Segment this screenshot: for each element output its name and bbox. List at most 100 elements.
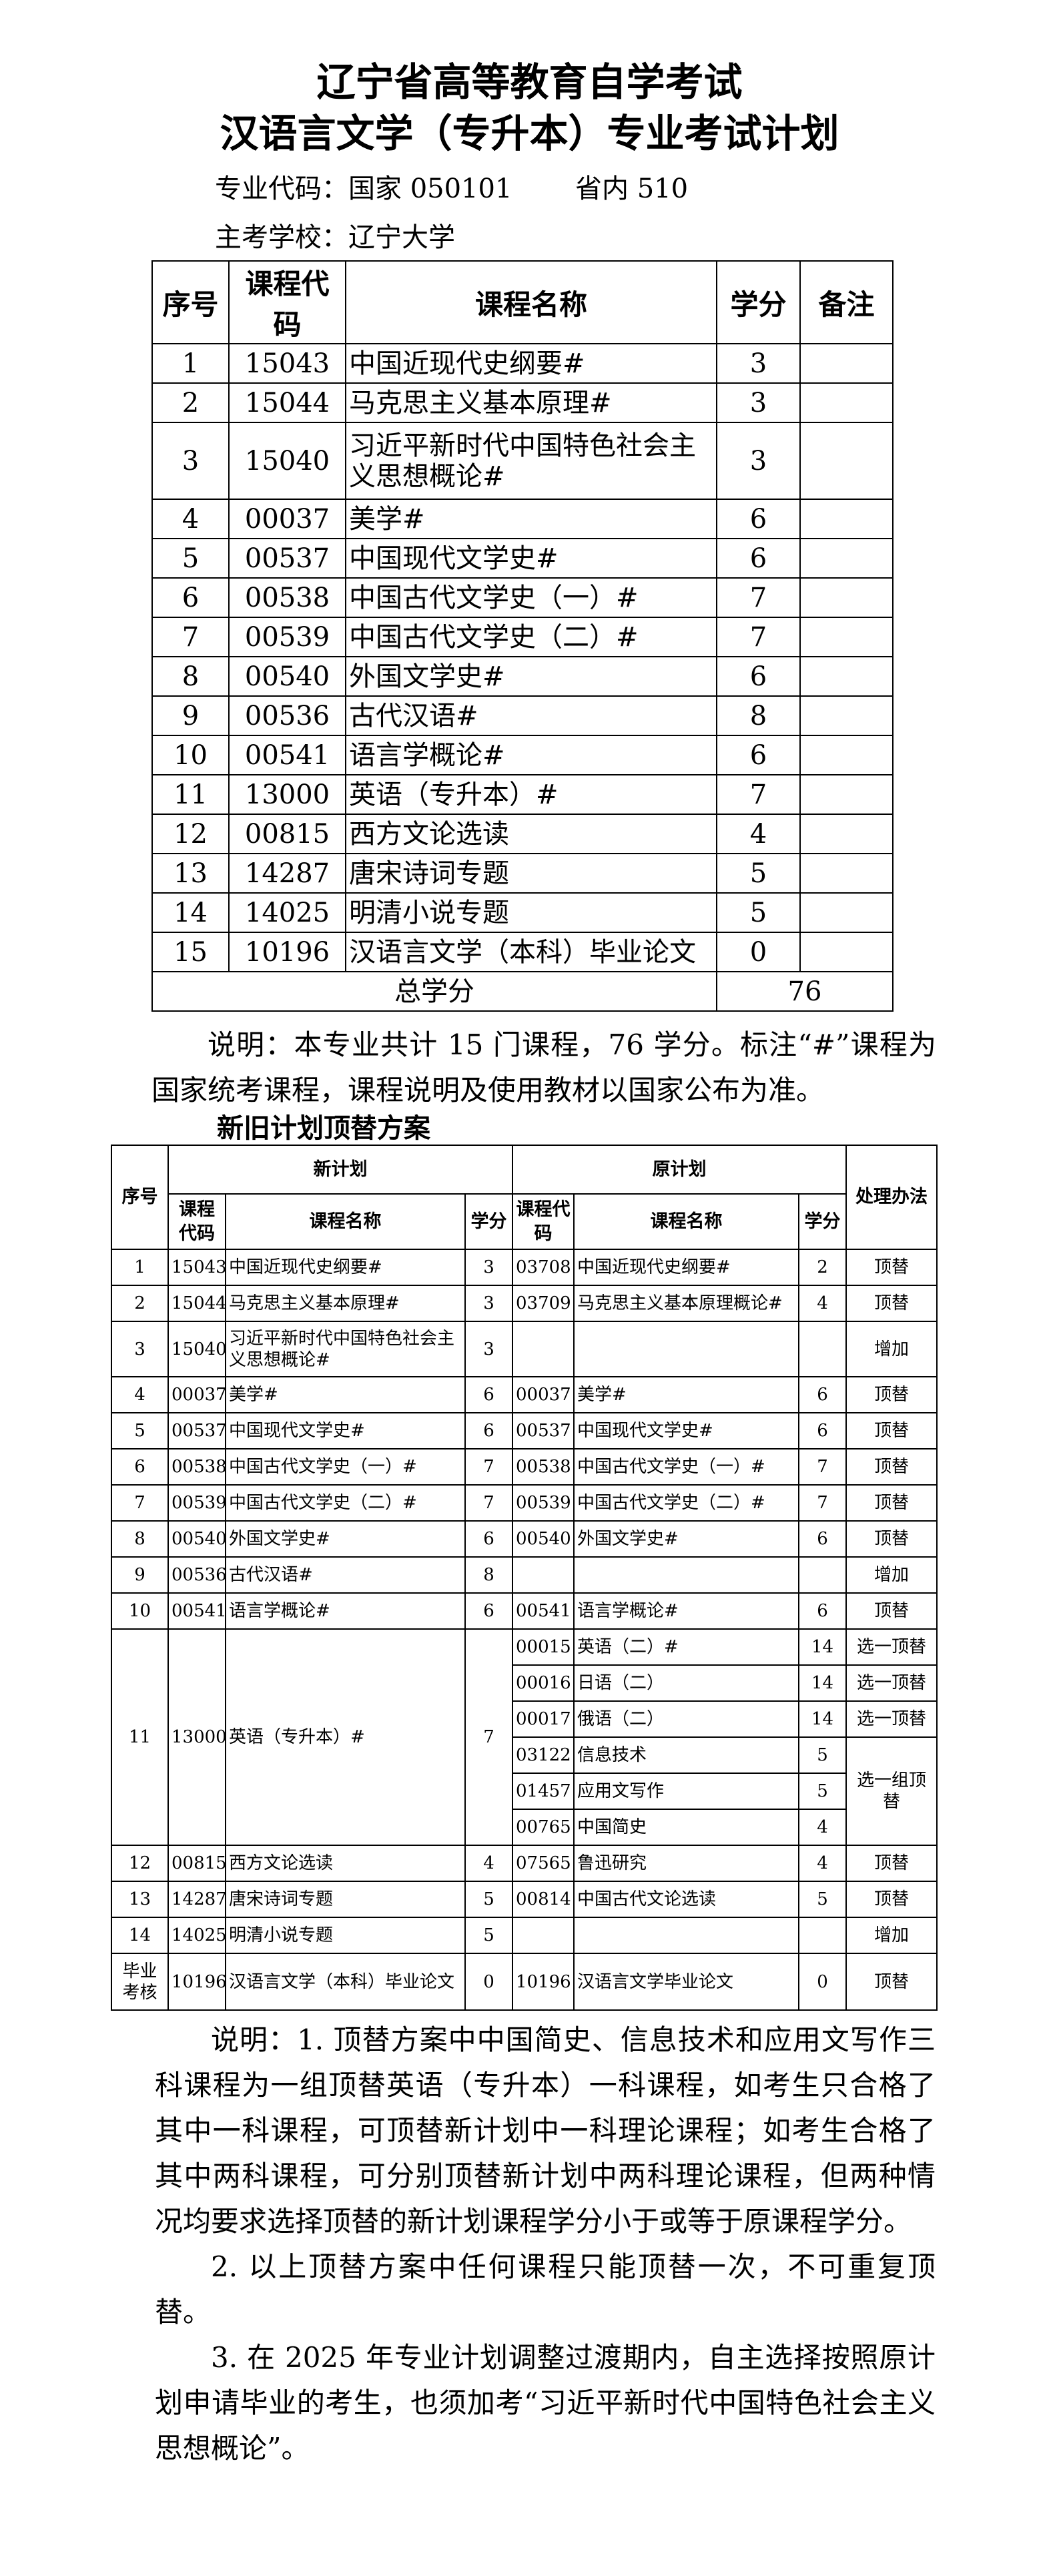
cell-code: 00815	[228, 814, 346, 854]
cell-method: 顶替	[845, 1953, 938, 2011]
cell-old-credit: 6	[798, 1592, 847, 1630]
cell-new-code: 13000	[167, 1628, 226, 1846]
cell-new-name: 中国古代文学史（二）#	[225, 1484, 466, 1522]
cell-seq: 5	[111, 1412, 169, 1450]
cell-name: 语言学概论#	[345, 735, 717, 775]
cell-method: 顶替	[845, 1412, 938, 1450]
cell-seq: 9	[151, 695, 230, 736]
cell-remark	[799, 382, 894, 423]
cell-old-name	[573, 1917, 800, 1954]
cell-group-method: 选一组顶替	[845, 1736, 938, 1846]
cell-remark	[799, 932, 894, 972]
cell-old-credit: 6	[798, 1520, 847, 1558]
cell-new-credit: 0	[464, 1953, 514, 2011]
cell-method: 顶替	[845, 1484, 938, 1522]
cell-name: 中国现代文学史#	[345, 538, 717, 579]
cell-old-credit	[798, 1556, 847, 1594]
cell-new-name: 马克思主义基本原理#	[225, 1285, 466, 1322]
header-seq: 序号	[151, 260, 230, 344]
cell-credit: 8	[716, 695, 801, 736]
table-row: 9 00536 古代汉语# 8	[151, 695, 894, 736]
cell-old-name: 中国古代文学史（一）#	[573, 1448, 800, 1486]
cell-old-code: 03708	[512, 1249, 575, 1286]
cell-credit: 5	[716, 853, 801, 894]
cell-new-code: 15043	[167, 1249, 226, 1286]
cell-old-credit	[798, 1321, 847, 1377]
header-name: 课程名称	[345, 260, 717, 344]
cell-code: 13000	[228, 774, 346, 815]
cell-name: 中国古代文学史（二）#	[345, 617, 717, 657]
cell-seq: 4	[111, 1376, 169, 1413]
cell-new-credit: 7	[464, 1448, 514, 1486]
cell-old-credit: 4	[798, 1845, 847, 1882]
table-row: 3 15040 习近平新时代中国特色社会主义思想概论# 3	[151, 422, 894, 500]
cell-new-code: 00037	[167, 1376, 226, 1413]
table-row: 4 00037 美学# 6	[151, 499, 894, 539]
cell-code: 10196	[228, 932, 346, 972]
cell-name: 唐宋诗词专题	[345, 853, 717, 894]
cell-name: 外国文学史#	[345, 656, 717, 697]
cell-old-credit: 4	[798, 1809, 847, 1846]
cell-new-credit: 5	[464, 1881, 514, 1918]
cell-credit: 3	[716, 422, 801, 500]
cell-credit: 7	[716, 774, 801, 815]
cell-remark	[799, 617, 894, 657]
cell-new-credit: 8	[464, 1556, 514, 1594]
cell-method: 选一顶替	[845, 1628, 938, 1666]
note-3: 3. 在 2025 年专业计划调整过渡期内，自主选择按照原计划申请毕业的考生，也…	[155, 2341, 936, 2465]
cell-credit: 6	[716, 538, 801, 579]
province-code: 省内 510	[575, 174, 689, 204]
cell-old-name: 中国现代文学史#	[573, 1412, 800, 1450]
cell-old-credit: 2	[798, 1249, 847, 1286]
plan-note: 说明：本专业共计 15 门课程，76 学分。标注“#”课程为国家统考课程，课程说…	[151, 1028, 936, 1106]
cell-seq: 11	[151, 774, 230, 815]
header-remark: 备注	[799, 260, 894, 344]
cell-old-code: 03709	[512, 1285, 575, 1322]
note-2: 2. 以上顶替方案中任何课程只能顶替一次，不可重复顶替。	[155, 2250, 936, 2328]
cell-seq: 13	[111, 1881, 169, 1918]
table-row: 14 14025 明清小说专题 5 增加	[111, 1917, 938, 1954]
cell-old-name: 英语（二）#	[573, 1628, 800, 1666]
cell-seq: 7	[111, 1484, 169, 1522]
cell-new-code: 00815	[167, 1845, 226, 1882]
cell-seq: 1	[111, 1249, 169, 1286]
cell-seq: 2	[151, 382, 230, 423]
cell-seq: 1	[151, 343, 230, 384]
table-row: 13 14287 唐宋诗词专题 5	[151, 853, 894, 894]
cell-new-credit: 3	[464, 1285, 514, 1322]
cell-new-code: 00538	[167, 1448, 226, 1486]
cell-new-code: 15040	[167, 1321, 226, 1377]
cell-credit: 7	[716, 617, 801, 657]
cell-code: 00037	[228, 499, 346, 539]
replacement-table: 序号 新计划 原计划 处理办法 课程代码 课程名称 学分 课程代码 课程名称 学…	[111, 1145, 938, 2011]
cell-seq: 毕业考核	[111, 1953, 169, 2011]
cell-new-name: 古代汉语#	[225, 1556, 466, 1594]
cell-new-name: 唐宋诗词专题	[225, 1881, 466, 1918]
cell-old-credit: 14	[798, 1700, 847, 1738]
cell-old-name: 语言学概论#	[573, 1592, 800, 1630]
cell-new-credit: 7	[464, 1628, 514, 1846]
cell-name: 马克思主义基本原理#	[345, 382, 717, 423]
cell-new-code: 14025	[167, 1917, 226, 1954]
cell-new-name: 中国近现代史纲要#	[225, 1249, 466, 1286]
cell-credit: 5	[716, 892, 801, 933]
header-seq: 序号	[111, 1145, 169, 1250]
cell-code: 00537	[228, 538, 346, 579]
cell-seq: 3	[111, 1321, 169, 1377]
cell-method: 顶替	[845, 1448, 938, 1486]
cell-old-name: 俄语（二）	[573, 1700, 800, 1738]
cell-remark	[799, 892, 894, 933]
cell-old-name	[573, 1321, 800, 1377]
cell-method: 顶替	[845, 1881, 938, 1918]
cell-old-name: 中国古代文学史（二）#	[573, 1484, 800, 1522]
table-row: 7 00539 中国古代文学史（二）# 7	[151, 617, 894, 657]
header-new-name: 课程名称	[225, 1193, 466, 1250]
cell-credit: 3	[716, 382, 801, 423]
cell-code: 00536	[228, 695, 346, 736]
header-new-credit: 学分	[464, 1193, 514, 1250]
cell-method: 增加	[845, 1321, 938, 1377]
document-body: 序号 课程代码 课程名称 学分 备注 1 15043 中国近现代史纲要# 3 2 15044 马克思…	[0, 260, 1059, 2471]
cell-new-name: 语言学概论#	[225, 1592, 466, 1630]
cell-code: 15043	[228, 343, 346, 384]
exam-plan-table: 序号 课程代码 课程名称 学分 备注 1 15043 中国近现代史纲要# 3 2 15044 马克思…	[151, 260, 894, 1012]
